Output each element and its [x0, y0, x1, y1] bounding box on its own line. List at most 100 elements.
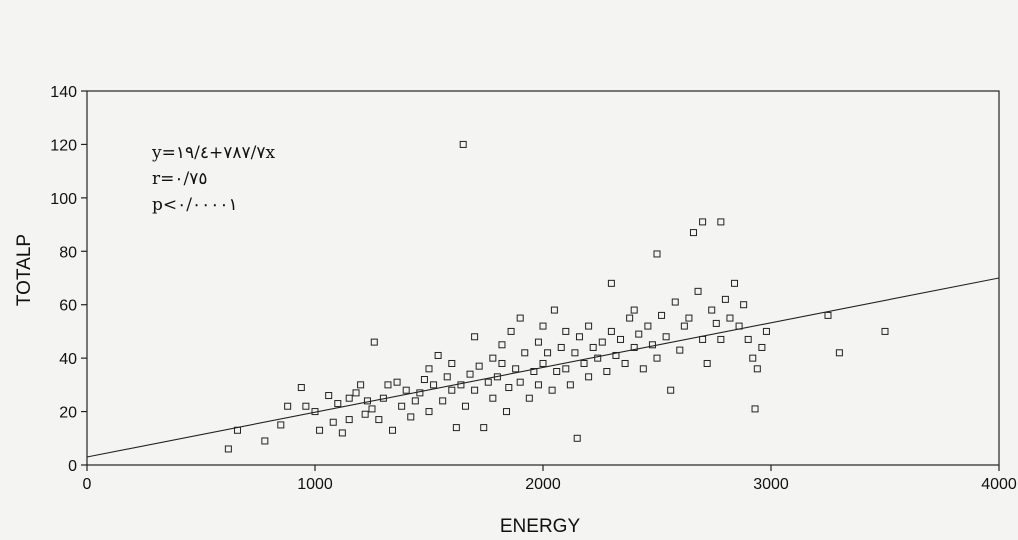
data-point [680, 322, 688, 330]
data-point [575, 333, 583, 341]
data-point [571, 349, 579, 357]
data-point [389, 426, 397, 434]
data-point [758, 343, 766, 351]
data-point [635, 330, 643, 338]
data-point [639, 365, 647, 373]
regression-line [86, 277, 1000, 458]
data-point [548, 386, 556, 394]
data-point [471, 333, 479, 341]
data-point [480, 424, 488, 432]
data-point [626, 314, 634, 322]
data-point [493, 373, 501, 381]
data-point [466, 370, 474, 378]
data-point [505, 384, 513, 392]
data-point [539, 359, 547, 367]
data-point [516, 378, 524, 386]
data-point [667, 386, 675, 394]
y-tick-label: 20 [59, 405, 77, 422]
data-point [762, 327, 770, 335]
data-point [329, 418, 337, 426]
data-point [452, 424, 460, 432]
y-tick-label: 100 [50, 191, 77, 208]
data-point [352, 389, 360, 397]
x-tick-label: 1000 [297, 476, 333, 493]
data-point [402, 386, 410, 394]
data-point [363, 397, 371, 405]
data-point [621, 359, 629, 367]
p-value-label: p<٠/٠٠٠٠١ [152, 195, 238, 215]
data-point [530, 368, 538, 375]
data-point [316, 426, 324, 434]
data-point [648, 341, 656, 349]
equation-label: y=٧٨٧/٧+١٩/٤x [151, 143, 276, 163]
y-tick-label: 140 [50, 84, 77, 101]
data-point [662, 333, 670, 341]
y-tick-label: 0 [68, 458, 77, 475]
data-point [658, 311, 666, 319]
data-point [439, 397, 447, 405]
data-point [443, 373, 451, 381]
data-point [653, 250, 661, 258]
data-point [334, 400, 342, 408]
data-point [407, 413, 415, 421]
data-point [721, 295, 729, 303]
data-point [498, 359, 506, 367]
data-point [368, 405, 376, 413]
data-point [525, 394, 533, 402]
data-point [717, 218, 725, 226]
data-point [717, 335, 725, 343]
data-point [325, 392, 333, 400]
data-point [475, 362, 483, 370]
data-point [749, 354, 757, 362]
data-point [357, 381, 365, 389]
data-point [751, 405, 759, 413]
data-point [384, 381, 392, 389]
data-point [434, 351, 442, 359]
data-point [345, 394, 353, 402]
y-tick-label: 40 [59, 351, 77, 368]
data-point [735, 322, 743, 330]
data-point [881, 327, 889, 335]
data-point [393, 378, 401, 386]
data-point [512, 365, 520, 373]
data-point [585, 322, 593, 330]
data-point [580, 359, 588, 367]
data-point [653, 354, 661, 362]
data-point [703, 359, 711, 367]
data-point [617, 335, 625, 343]
data-point [676, 346, 684, 354]
data-point [585, 373, 593, 381]
data-point [689, 229, 697, 237]
data-point [425, 365, 433, 373]
x-axis-title: ENERGY [500, 516, 581, 537]
data-point [379, 394, 387, 402]
data-point [708, 306, 716, 314]
data-point [484, 378, 492, 386]
data-point [685, 314, 693, 322]
data-point [498, 341, 506, 349]
data-point [671, 298, 679, 306]
data-point [539, 322, 547, 330]
data-point [430, 381, 438, 389]
data-point [753, 365, 761, 373]
data-point [448, 386, 456, 394]
data-points [224, 140, 889, 453]
data-point [534, 381, 542, 389]
data-point [740, 301, 748, 309]
data-point [297, 384, 305, 392]
data-point [630, 343, 638, 351]
x-tick-label: 4000 [981, 476, 1017, 493]
data-point [598, 338, 606, 346]
data-point [630, 306, 638, 314]
y-tick-label: 120 [50, 137, 77, 154]
data-point [489, 354, 497, 362]
data-point [589, 343, 597, 351]
data-point [411, 397, 419, 405]
data-point [573, 434, 581, 442]
data-point [824, 311, 832, 319]
y-axis-title: TOTALP [14, 234, 35, 306]
data-point [507, 327, 515, 335]
data-point [420, 376, 428, 384]
data-point [284, 402, 292, 410]
